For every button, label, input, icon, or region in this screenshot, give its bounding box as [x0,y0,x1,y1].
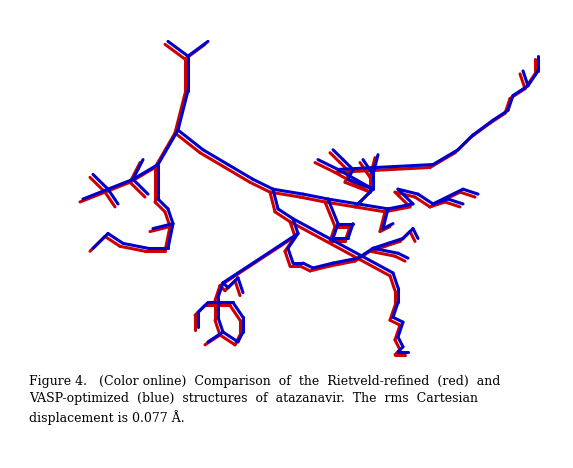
Text: Figure 4.   (Color online)  Comparison  of  the  Rietveld-refined  (red)  and
VA: Figure 4. (Color online) Comparison of t… [29,375,500,425]
